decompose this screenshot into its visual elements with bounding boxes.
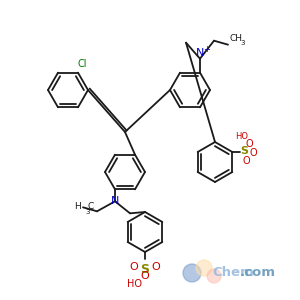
Text: Cl: Cl — [77, 59, 87, 69]
Text: O: O — [141, 271, 149, 281]
Circle shape — [207, 269, 221, 283]
Text: S: S — [240, 146, 248, 156]
Text: N: N — [196, 48, 204, 58]
Circle shape — [183, 264, 201, 282]
Text: .com: .com — [240, 266, 276, 280]
Text: O: O — [250, 148, 257, 158]
Text: C: C — [88, 202, 94, 211]
Text: Chem: Chem — [212, 266, 254, 280]
Text: O: O — [242, 156, 250, 166]
Text: HO: HO — [128, 279, 142, 289]
Text: +: + — [204, 45, 210, 54]
Circle shape — [196, 260, 212, 276]
Text: HO: HO — [235, 132, 248, 141]
Text: O: O — [152, 262, 160, 272]
Text: 3: 3 — [240, 40, 244, 46]
Text: O: O — [245, 139, 253, 149]
Text: S: S — [140, 263, 149, 276]
Text: H: H — [74, 202, 81, 211]
Text: O: O — [130, 262, 138, 272]
Text: CH: CH — [230, 34, 243, 43]
Text: 3: 3 — [85, 209, 89, 215]
Text: N: N — [111, 196, 119, 206]
